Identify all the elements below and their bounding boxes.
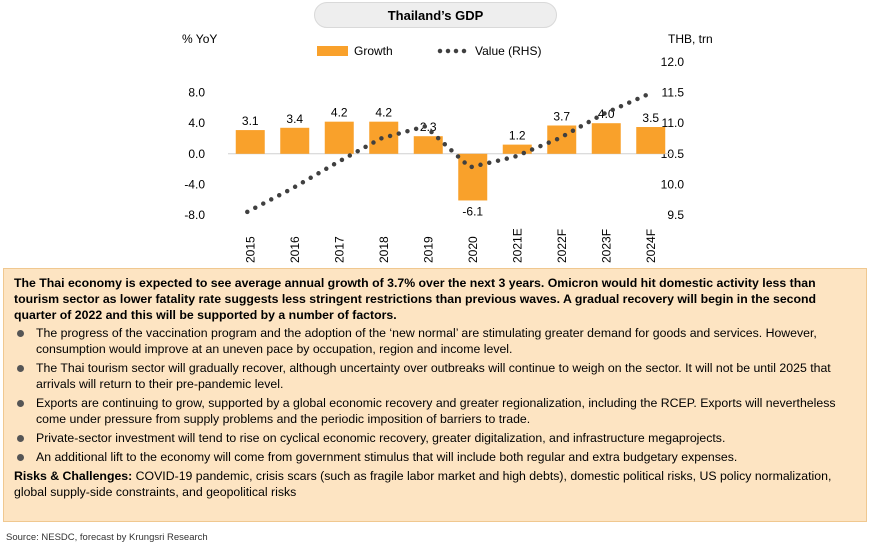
- chart-legend: Growth Value (RHS): [317, 44, 541, 58]
- x-tick-label: 2016: [288, 236, 302, 263]
- y2-tick-label: 11.5: [662, 86, 685, 100]
- y-tick-label: -4.0: [184, 177, 205, 191]
- outlook-intro: The Thai economy is expected to see aver…: [14, 276, 817, 322]
- growth-data-label: 3.7: [553, 109, 570, 123]
- x-tick-label: 2015: [243, 236, 257, 263]
- growth-data-label: 4.2: [331, 106, 348, 120]
- y2-tick-label: 10.0: [661, 177, 685, 191]
- growth-bar: [502, 144, 532, 154]
- growth-bar: [280, 127, 310, 154]
- growth-data-label: 3.4: [286, 112, 303, 126]
- growth-data-label: 3.1: [242, 114, 259, 128]
- x-tick-label: 2021E: [510, 228, 524, 263]
- risks-paragraph: Risks & Challenges: COVID-19 pandemic, c…: [14, 468, 856, 500]
- y-tick-label: -8.0: [184, 208, 205, 222]
- y-tick-label: 0.0: [188, 147, 205, 161]
- y2-tick-label: 12.0: [661, 55, 685, 69]
- bullet-item: Exports are continuing to grow, supporte…: [14, 395, 856, 427]
- bullet-dot-icon: [17, 365, 24, 372]
- growth-bar: [458, 153, 488, 201]
- growth-bar: [636, 127, 666, 154]
- value-series-line: [245, 92, 651, 215]
- growth-bar: [324, 121, 354, 154]
- growth-data-label: 1.2: [509, 129, 526, 143]
- bullet-dot-icon: [17, 435, 24, 442]
- outlook-bullets: The progress of the vaccination program …: [14, 325, 856, 465]
- y-tick-label: 8.0: [188, 86, 205, 100]
- bullet-item: An additional lift to the economy will c…: [14, 449, 856, 465]
- x-tick-label: 2019: [421, 236, 435, 263]
- y2-axis-label: THB, trn: [668, 32, 713, 46]
- bullet-dot-icon: [17, 454, 24, 461]
- x-tick-label: 2020: [466, 236, 480, 263]
- bullet-text: The Thai tourism sector will gradually r…: [36, 361, 831, 391]
- bullet-dot-icon: [17, 400, 24, 407]
- growth-data-label: 2.3: [420, 120, 437, 134]
- legend-label-growth: Growth: [354, 44, 393, 58]
- source-note: Source: NESDC, forecast by Krungsri Rese…: [6, 532, 208, 543]
- y2-tick-label: 11.0: [662, 116, 685, 130]
- outlook-panel: The Thai economy is expected to see aver…: [3, 268, 867, 522]
- value-line: [245, 92, 651, 215]
- x-tick-label: 2022F: [555, 229, 569, 263]
- risks-text: COVID-19 pandemic, crisis scars (such as…: [14, 469, 832, 499]
- growth-data-label: 4.2: [375, 106, 392, 120]
- growth-bars: 3.1 3.4 4.2 4.22.3-6.11.23.7 4.0 3.5: [235, 106, 666, 218]
- x-tick-label: 2018: [377, 236, 391, 263]
- growth-bar: [369, 121, 399, 154]
- x-tick-label: 2017: [332, 236, 346, 263]
- growth-bar: [591, 123, 621, 154]
- legend-label-value: Value (RHS): [475, 44, 541, 58]
- y-tick-label: 4.0: [188, 116, 205, 130]
- bullet-item: The Thai tourism sector will gradually r…: [14, 360, 856, 392]
- growth-data-label: 3.5: [642, 111, 659, 125]
- risks-label: Risks & Challenges:: [14, 469, 133, 483]
- bullet-item: Private-sector investment will tend to r…: [14, 430, 856, 446]
- gdp-chart: 8.04.00.0-4.0-8.012.011.511.010.510.09.5…: [182, 32, 713, 263]
- bullet-dot-icon: [17, 330, 24, 337]
- growth-bar: [235, 130, 265, 154]
- bullet-text: Private-sector investment will tend to r…: [36, 431, 726, 445]
- bullet-text: The progress of the vaccination program …: [36, 326, 817, 356]
- x-tick-label: 2023F: [599, 229, 613, 263]
- chart-title: Thailand’s GDP: [314, 2, 557, 28]
- bullet-text: An additional lift to the economy will c…: [36, 450, 738, 464]
- growth-data-label: -6.1: [462, 204, 483, 218]
- legend-swatch-growth: [317, 46, 348, 56]
- x-tick-label: 2024F: [644, 229, 658, 263]
- y-axis-label: % YoY: [182, 32, 217, 46]
- bullet-item: The progress of the vaccination program …: [14, 325, 856, 357]
- bullet-text: Exports are continuing to grow, supporte…: [36, 396, 836, 426]
- growth-bar: [413, 136, 443, 154]
- y2-tick-label: 9.5: [667, 208, 684, 222]
